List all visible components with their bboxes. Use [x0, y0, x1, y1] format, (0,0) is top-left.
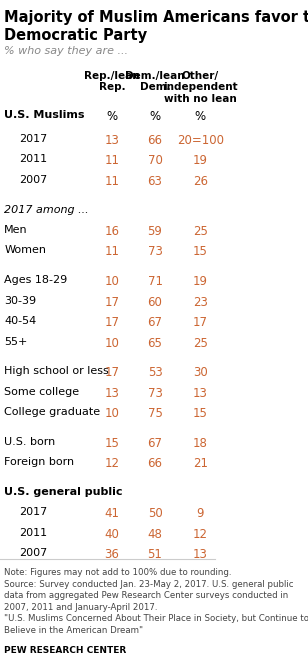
Text: Men: Men [4, 225, 28, 235]
Text: 16: 16 [104, 225, 120, 238]
Text: 17: 17 [104, 366, 120, 379]
Text: 21: 21 [193, 457, 208, 470]
Text: 19: 19 [193, 154, 208, 168]
Text: 11: 11 [104, 154, 120, 168]
Text: 15: 15 [193, 246, 208, 259]
Text: 50: 50 [148, 508, 162, 520]
Text: 53: 53 [148, 366, 162, 379]
Text: 60: 60 [148, 296, 162, 309]
Text: 10: 10 [104, 407, 120, 420]
Text: 20=100: 20=100 [177, 134, 224, 147]
Text: U.S. general public: U.S. general public [4, 487, 123, 497]
Text: 13: 13 [104, 134, 120, 147]
Text: 59: 59 [148, 225, 162, 238]
Text: 13: 13 [193, 548, 208, 561]
Text: 2017 among ...: 2017 among ... [4, 205, 89, 214]
Text: 2011: 2011 [19, 154, 47, 164]
Text: 2017: 2017 [19, 134, 48, 144]
Text: 2007: 2007 [19, 175, 48, 185]
Text: 19: 19 [193, 275, 208, 288]
Text: 71: 71 [148, 275, 163, 288]
Text: 15: 15 [193, 407, 208, 420]
Text: 2017: 2017 [19, 508, 48, 517]
Text: 73: 73 [148, 387, 162, 400]
Text: Other/
independent
with no lean: Other/ independent with no lean [163, 71, 237, 104]
Text: High school or less: High school or less [4, 366, 109, 376]
Text: 13: 13 [193, 387, 208, 400]
Text: 25: 25 [193, 225, 208, 238]
Text: 18: 18 [193, 437, 208, 449]
Text: 65: 65 [148, 337, 162, 350]
Text: 63: 63 [148, 175, 162, 188]
Text: 17: 17 [104, 296, 120, 309]
Text: 40: 40 [104, 528, 120, 541]
Text: 66: 66 [148, 457, 163, 470]
Text: 10: 10 [104, 337, 120, 350]
Text: 73: 73 [148, 246, 162, 259]
Text: PEW RESEARCH CENTER: PEW RESEARCH CENTER [4, 645, 127, 655]
Text: 26: 26 [193, 175, 208, 188]
Text: 51: 51 [148, 548, 162, 561]
Text: 66: 66 [148, 134, 163, 147]
Text: % who say they are ...: % who say they are ... [4, 46, 128, 56]
Text: %: % [195, 110, 206, 123]
Text: 10: 10 [104, 275, 120, 288]
Text: Majority of Muslim Americans favor the
Democratic Party: Majority of Muslim Americans favor the D… [4, 10, 308, 43]
Text: Dem./lean
Dem.: Dem./lean Dem. [125, 71, 185, 92]
Text: Rep./lean
Rep.: Rep./lean Rep. [84, 71, 140, 92]
Text: 2011: 2011 [19, 528, 47, 538]
Text: 17: 17 [193, 316, 208, 329]
Text: 12: 12 [104, 457, 120, 470]
Text: 12: 12 [193, 528, 208, 541]
Text: 15: 15 [104, 437, 120, 449]
Text: U.S. Muslims: U.S. Muslims [4, 110, 85, 120]
Text: 30: 30 [193, 366, 208, 379]
Text: U.S. born: U.S. born [4, 437, 55, 447]
Text: 2007: 2007 [19, 548, 48, 558]
Text: Foreign born: Foreign born [4, 457, 75, 467]
Text: 17: 17 [104, 316, 120, 329]
Text: 67: 67 [148, 437, 163, 449]
Text: 40-54: 40-54 [4, 316, 37, 326]
Text: 9: 9 [197, 508, 204, 520]
Text: 48: 48 [148, 528, 162, 541]
Text: College graduate: College graduate [4, 407, 100, 417]
Text: 41: 41 [104, 508, 120, 520]
Text: 55+: 55+ [4, 337, 28, 347]
Text: 11: 11 [104, 175, 120, 188]
Text: Women: Women [4, 246, 46, 255]
Text: %: % [149, 110, 160, 123]
Text: Some college: Some college [4, 387, 79, 397]
Text: 70: 70 [148, 154, 162, 168]
Text: Note: Figures may not add to 100% due to rounding.
Source: Survey conducted Jan.: Note: Figures may not add to 100% due to… [4, 568, 308, 635]
Text: 67: 67 [148, 316, 163, 329]
Text: 11: 11 [104, 246, 120, 259]
Text: 75: 75 [148, 407, 162, 420]
Text: %: % [106, 110, 118, 123]
Text: Ages 18-29: Ages 18-29 [4, 275, 67, 285]
Text: 23: 23 [193, 296, 208, 309]
Text: 36: 36 [104, 548, 120, 561]
Text: 13: 13 [104, 387, 120, 400]
Text: 30-39: 30-39 [4, 296, 36, 306]
Text: 25: 25 [193, 337, 208, 350]
